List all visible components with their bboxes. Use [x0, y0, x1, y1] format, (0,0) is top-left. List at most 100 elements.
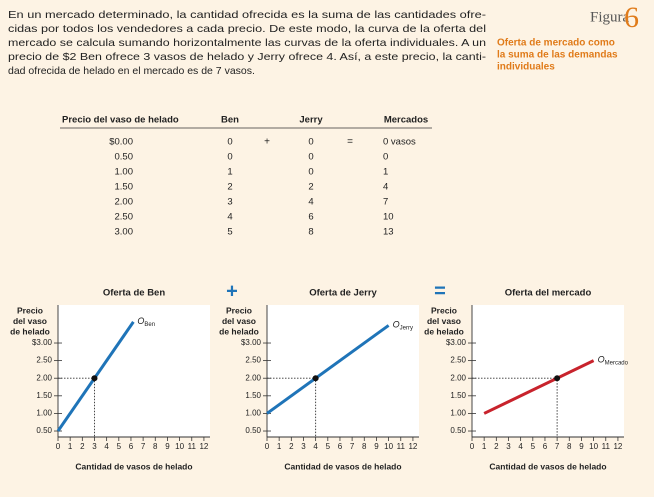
table-cell: 8 [308, 227, 313, 238]
table-cell: 1 [227, 167, 232, 178]
y-tick-label: 2.00 [245, 373, 261, 382]
x-axis-label: Cantidad de vasos de helado [75, 461, 192, 471]
x-tick-label: 4 [104, 442, 109, 451]
y-axis-label: Precio [17, 305, 43, 315]
y-tick-label: 2.50 [450, 356, 466, 365]
equilibrium-point [554, 375, 561, 382]
x-tick-label: 10 [384, 442, 393, 451]
table-cell: 3.00 [115, 227, 134, 238]
x-tick-label: 11 [602, 442, 611, 451]
table-cell: 4 [383, 182, 388, 193]
table-cell: 13 [383, 227, 394, 238]
table-header: Ben [221, 115, 239, 126]
x-tick-label: 0 [470, 442, 475, 451]
figure-label: Figura [590, 9, 630, 25]
table-cell: 7 [383, 197, 388, 208]
table-cell: 4 [227, 212, 232, 223]
table-cell: 1 [383, 167, 388, 178]
table-cell: 2.00 [115, 197, 134, 208]
y-tick-label: 1.50 [450, 391, 466, 400]
line-label: OBen [137, 316, 155, 327]
x-tick-label: 3 [506, 442, 511, 451]
x-tick-label: 10 [175, 442, 184, 451]
table-cell: 2.50 [115, 212, 134, 223]
x-tick-label: 1 [482, 442, 487, 451]
y-axis-label: del vaso [427, 316, 461, 326]
table-cell: 10 [383, 212, 394, 223]
y-tick-label: 2.00 [36, 373, 52, 382]
table-cell: 3 [227, 197, 232, 208]
x-tick-label: 9 [579, 442, 584, 451]
y-tick-label: $3.00 [32, 338, 53, 347]
paragraph-line: En un mercado determinado, la cantidad o… [8, 9, 487, 21]
table-cell: 0 [308, 152, 313, 163]
figure-subtitle: la suma de las demandas [497, 50, 618, 61]
x-tick-label: 8 [567, 442, 572, 451]
y-tick-label: 1.00 [245, 409, 261, 418]
y-axis-label: de helado [219, 326, 259, 336]
chart-title: Oferta de Ben [103, 288, 165, 299]
plot-area [472, 305, 624, 437]
table-cell: 2 [227, 182, 232, 193]
y-tick-label: 1.00 [36, 409, 52, 418]
chart-operator: + [226, 280, 238, 302]
figure-subtitle: Oferta de mercado como [497, 38, 615, 49]
x-tick-label: 6 [129, 442, 134, 451]
y-tick-label: 1.00 [450, 409, 466, 418]
x-tick-label: 7 [350, 442, 355, 451]
x-tick-label: 3 [92, 442, 97, 451]
x-tick-label: 6 [543, 442, 548, 451]
x-tick-label: 10 [589, 442, 598, 451]
table-cell: 0 [227, 137, 232, 148]
x-tick-label: 9 [165, 442, 170, 451]
equilibrium-point [91, 375, 98, 382]
figure-number: 6 [624, 1, 639, 34]
y-tick-label: 0.50 [245, 426, 261, 435]
x-tick-label: 4 [518, 442, 523, 451]
line-label: OJerry [393, 320, 413, 331]
x-tick-label: 2 [494, 442, 499, 451]
line-label-sub: Mercado [605, 360, 629, 366]
table-cell: 0.50 [115, 152, 134, 163]
figure-subtitle: individuales [497, 62, 555, 73]
table-header: Mercados [384, 115, 428, 126]
chart-title: Oferta del mercado [505, 288, 592, 299]
x-tick-label: 7 [141, 442, 146, 451]
x-tick-label: 0 [265, 442, 270, 451]
y-axis-label: del vaso [222, 316, 256, 326]
x-axis-label: Cantidad de vasos de helado [489, 461, 606, 471]
y-axis-label: Precio [431, 305, 457, 315]
table-cell: 0 [383, 152, 388, 163]
table-cell: 0 vasos [383, 137, 416, 148]
chart-title: Oferta de Jerry [309, 288, 377, 299]
line-label-main: O [393, 320, 400, 330]
supply-line [266, 324, 390, 415]
plot-area [58, 305, 210, 437]
table-cell: 5 [227, 227, 232, 238]
x-tick-label: 5 [531, 442, 536, 451]
y-tick-label: 0.50 [36, 426, 52, 435]
equilibrium-point [312, 375, 319, 382]
line-label-main: O [137, 316, 144, 326]
x-tick-label: 5 [326, 442, 331, 451]
x-tick-label: 12 [613, 442, 622, 451]
table-cell: 2 [308, 182, 313, 193]
x-tick-label: 1 [68, 442, 73, 451]
line-label-sub: Ben [144, 321, 155, 327]
paragraph-line: cidas por todos los vendedores a cada pr… [8, 23, 486, 35]
y-tick-label: 2.00 [450, 373, 466, 382]
table-cell: 0 [308, 167, 313, 178]
x-tick-label: 7 [555, 442, 560, 451]
table-cell: 1.50 [115, 182, 134, 193]
y-tick-label: 2.50 [245, 356, 261, 365]
y-tick-label: 2.50 [36, 356, 52, 365]
x-axis-label: Cantidad de vasos de helado [284, 461, 401, 471]
chart-operator: = [434, 280, 446, 302]
x-tick-label: 3 [301, 442, 306, 451]
x-tick-label: 8 [153, 442, 158, 451]
table-cell: 0 [308, 137, 313, 148]
x-tick-label: 5 [117, 442, 122, 451]
table-cell: 1.00 [115, 167, 134, 178]
y-tick-label: 1.50 [36, 391, 52, 400]
